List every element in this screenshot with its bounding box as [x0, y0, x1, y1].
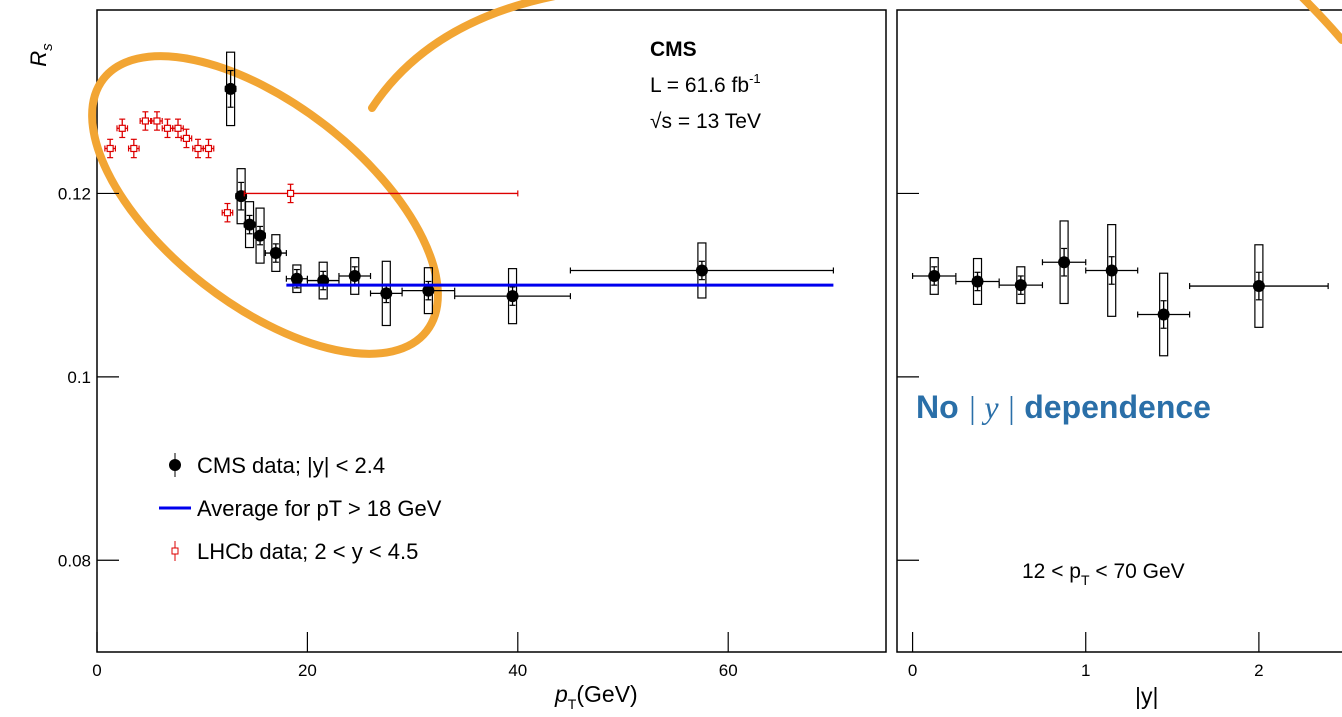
data-point	[194, 144, 202, 153]
highlight-arc-right	[1299, 0, 1342, 44]
data-point	[290, 272, 303, 285]
y-axis-label: Rs	[26, 43, 56, 67]
data-point	[174, 124, 182, 132]
range-a: 12 < p	[1022, 560, 1081, 583]
x-tick-label: 60	[719, 661, 738, 680]
legend-label: CMS data; |y| < 2.4	[197, 453, 385, 478]
data-point	[243, 218, 256, 231]
data-point	[182, 134, 191, 142]
data-point	[286, 189, 295, 198]
plot-area	[911, 220, 1329, 357]
energy-label: √s = 13 TeV	[650, 110, 761, 133]
headline-a: No	[916, 389, 968, 425]
data-point	[204, 144, 213, 153]
data-point	[163, 124, 172, 132]
data-point	[1014, 279, 1027, 292]
x-axis-label: pT(GeV)	[554, 681, 638, 712]
range-annotation: 12 < pT < 70 GeV	[1022, 560, 1185, 588]
data-point	[422, 284, 435, 297]
data-point	[1058, 256, 1071, 269]
headline-annotation: No | y | dependence	[916, 389, 1211, 425]
data-point	[380, 287, 393, 300]
y-label-main: R	[26, 51, 51, 67]
data-point	[1252, 280, 1265, 293]
lumi-label: L = 61.6 fb-1	[650, 71, 761, 97]
data-point	[130, 144, 138, 153]
left-frame	[96, 9, 887, 653]
highlight-arc	[368, 0, 556, 112]
y-tick-label: 0.1	[67, 368, 91, 387]
legend-label: Average for pT > 18 GeV	[197, 496, 442, 521]
data-point	[254, 229, 267, 242]
headline-b: | y |	[968, 389, 1016, 425]
x-tick-label: 2	[1254, 661, 1263, 680]
highlight-ellipse	[88, 52, 442, 358]
x-tick-label: 40	[508, 661, 527, 680]
x-label-main: p	[554, 681, 568, 707]
data-point	[506, 290, 519, 303]
data-point	[224, 82, 237, 95]
legend-symbol	[171, 547, 179, 555]
right-frame	[896, 9, 1342, 653]
data-point	[928, 269, 941, 282]
data-point	[695, 264, 708, 277]
data-point	[1157, 308, 1170, 321]
data-point	[317, 274, 330, 287]
lumi-exp: -1	[749, 71, 761, 86]
data-point	[223, 209, 232, 217]
experiment-label: CMS	[650, 38, 697, 61]
data-point	[269, 247, 282, 260]
data-point	[153, 117, 161, 125]
data-point	[971, 275, 984, 288]
data-point	[141, 117, 149, 125]
data-point	[106, 144, 114, 153]
x-label-sub: T	[568, 696, 577, 712]
lumi-text: L = 61.6 fb	[650, 74, 749, 97]
x-tick-label: 20	[298, 661, 317, 680]
range-b: T	[1081, 572, 1090, 588]
range-c: < 70 GeV	[1090, 560, 1185, 583]
data-point	[1105, 264, 1118, 277]
data-point	[118, 124, 126, 132]
plot-area	[104, 51, 835, 327]
data-point	[348, 269, 361, 282]
legend-symbol	[169, 459, 181, 471]
y-label-sub: s	[39, 43, 56, 51]
y-tick-label: 0.12	[58, 184, 91, 203]
x-axis-label-right: |y|	[1135, 683, 1158, 709]
data-point	[235, 190, 248, 203]
x-tick-label: 0	[908, 661, 917, 680]
x-tick-label: 1	[1081, 661, 1090, 680]
legend-label: LHCb data; 2 < y < 4.5	[197, 539, 418, 564]
y-tick-label: 0.08	[58, 551, 91, 570]
highlight-annotation	[88, 0, 1342, 358]
x-tick-label: 0	[92, 661, 101, 680]
x-label-unit: (GeV)	[576, 681, 637, 707]
headline-c: dependence	[1015, 389, 1211, 425]
